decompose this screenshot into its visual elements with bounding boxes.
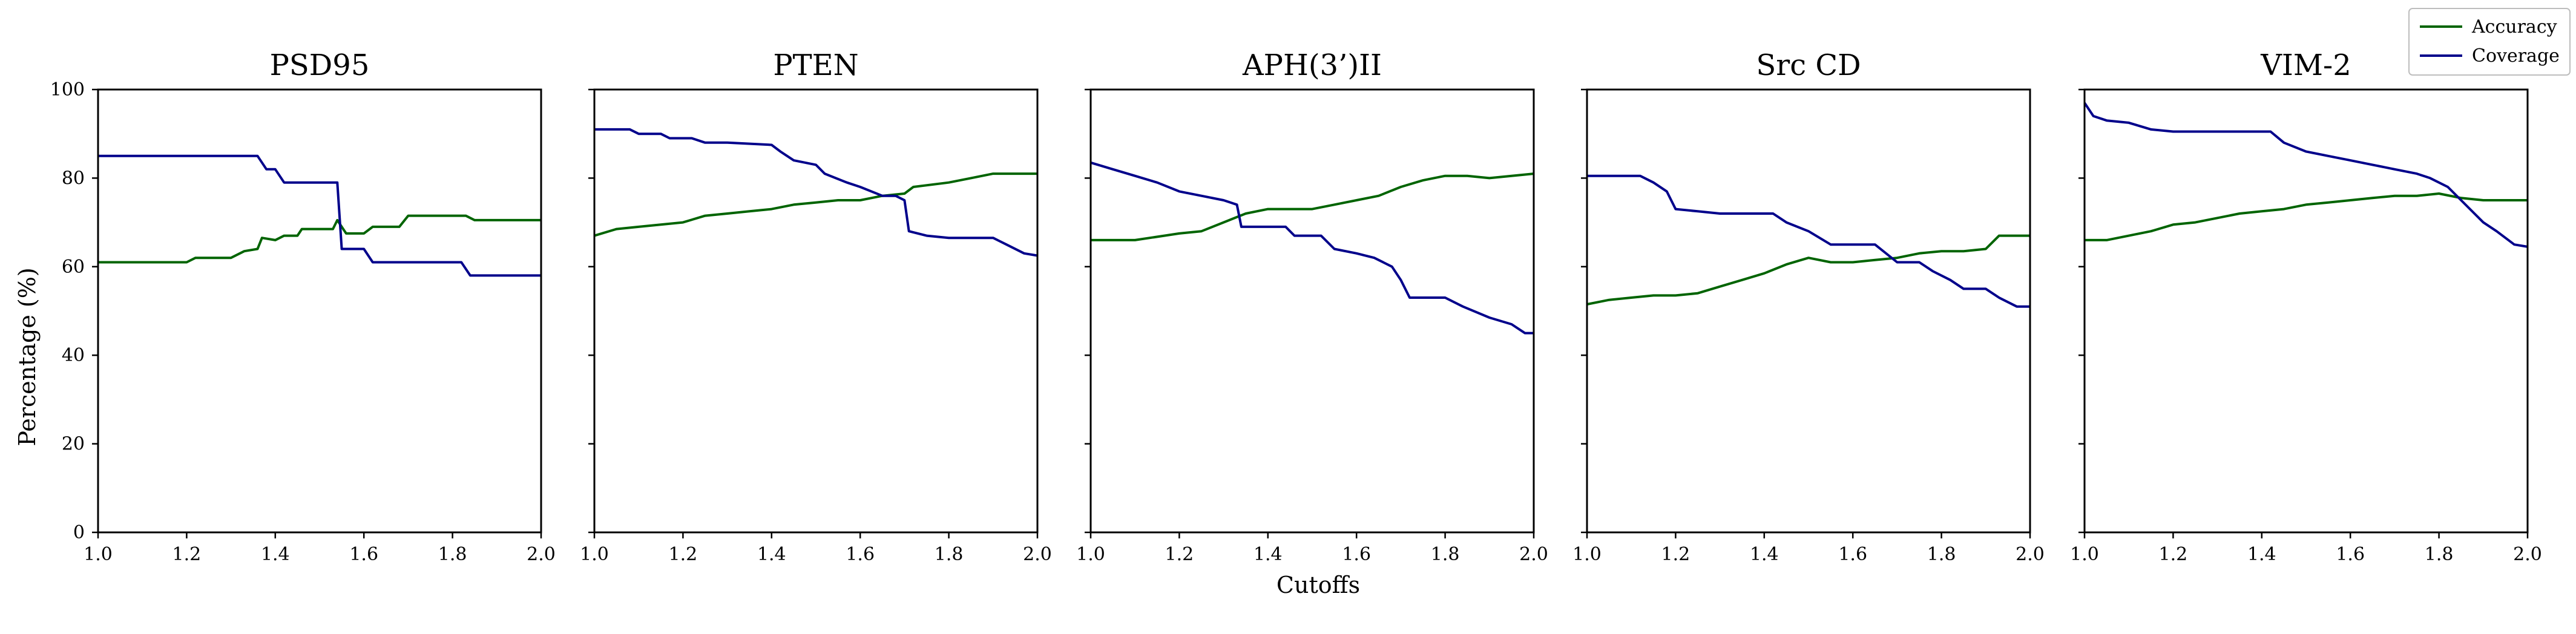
series-line-accuracy xyxy=(1586,234,2030,306)
x-tick-label: 1.6 xyxy=(349,544,378,565)
y-tick-label: 100 xyxy=(50,79,85,100)
x-tick-label: 1.2 xyxy=(172,544,202,565)
series-line-accuracy xyxy=(98,214,541,264)
chart-panel: Src CD 1.0 1.2 1.4 1.6 1.8 2.0 xyxy=(1572,48,2045,565)
chart-panel: PTEN 1.0 1.2 1.4 1.6 1.8 2.0 xyxy=(580,48,1052,565)
y-tick-label: 0 xyxy=(73,522,85,543)
x-tick-label: 1.2 xyxy=(669,544,698,565)
legend-coverage-label: Coverage xyxy=(2472,45,2560,67)
plot-frame xyxy=(2083,88,2529,534)
x-tick-label: 2.0 xyxy=(1023,544,1052,565)
series-line-accuracy xyxy=(2085,192,2528,241)
series-line-coverage xyxy=(594,128,1038,257)
x-tick-label: 1.4 xyxy=(1254,544,1283,565)
y-tick-label: 40 xyxy=(62,345,85,366)
x-tick-label: 1.8 xyxy=(935,544,964,565)
legend-accuracy-label: Accuracy xyxy=(2471,16,2557,38)
series-line-accuracy xyxy=(594,172,1037,237)
plot-frame xyxy=(593,88,1039,534)
chart-panel: VIM-2 1.0 1.2 1.4 1.6 1.8 2.0 xyxy=(2070,48,2542,565)
legend: Accuracy Coverage xyxy=(2408,8,2571,76)
x-tick-label: 1.8 xyxy=(438,544,467,565)
y-tick-label: 20 xyxy=(62,434,85,455)
x-tick-label: 1.6 xyxy=(846,544,875,565)
x-tick-label: 1.0 xyxy=(1572,544,1602,565)
chart-panel: APH(3’)II 1.0 1.2 1.4 1.6 1.8 2.0 xyxy=(1076,48,1548,565)
x-tick-label: 2.0 xyxy=(1519,544,1548,565)
y-tick-label: 80 xyxy=(62,168,85,189)
x-tick-label: 1.8 xyxy=(1431,544,1460,565)
x-tick-label: 1.2 xyxy=(1165,544,1194,565)
x-tick-label: 1.2 xyxy=(1661,544,1690,565)
x-tick-label: 1.6 xyxy=(1342,544,1371,565)
y-tick-label: 60 xyxy=(62,257,85,278)
legend-frame xyxy=(2408,8,2571,76)
x-tick-label: 1.8 xyxy=(2425,544,2454,565)
plot-frame xyxy=(1586,88,2031,534)
y-axis-label: Percentage (%) xyxy=(14,267,41,446)
chart-title: PSD95 xyxy=(270,48,370,82)
x-tick-label: 1.8 xyxy=(1927,544,1956,565)
chart-title: APH(3’)II xyxy=(1242,48,1382,82)
x-tick-label: 1.0 xyxy=(84,544,113,565)
series-line-coverage xyxy=(1587,174,2030,308)
x-tick-label: 1.4 xyxy=(757,544,786,565)
x-tick-label: 1.0 xyxy=(2070,544,2099,565)
chart-title: Src CD xyxy=(1756,48,1861,82)
x-tick-label: 1.2 xyxy=(2159,544,2188,565)
series-line-coverage xyxy=(98,154,541,277)
series-line-coverage xyxy=(1090,161,1534,335)
x-tick-label: 2.0 xyxy=(2016,544,2045,565)
x-tick-label: 1.6 xyxy=(2336,544,2365,565)
chart-title: PTEN xyxy=(773,48,858,82)
plot-frame xyxy=(1089,88,1535,534)
chart-panel: PSD95 1.0 1.2 1.4 1.6 1.8 2.0 0 20 40 60 80 100 xyxy=(50,48,556,565)
plot-frame xyxy=(97,88,542,534)
chart-title: VIM-2 xyxy=(2260,48,2351,82)
x-tick-label: 1.4 xyxy=(1750,544,1779,565)
x-tick-label: 2.0 xyxy=(527,544,556,565)
x-axis-label: Cutoffs xyxy=(1276,572,1360,598)
x-tick-label: 1.4 xyxy=(2247,544,2276,565)
x-tick-label: 1.4 xyxy=(261,544,290,565)
x-tick-label: 1.0 xyxy=(1076,544,1105,565)
x-tick-label: 1.0 xyxy=(580,544,609,565)
x-tick-label: 1.6 xyxy=(1838,544,1867,565)
series-line-accuracy xyxy=(1091,172,1534,241)
series-line-coverage xyxy=(2083,102,2528,248)
x-tick-label: 2.0 xyxy=(2513,544,2542,565)
